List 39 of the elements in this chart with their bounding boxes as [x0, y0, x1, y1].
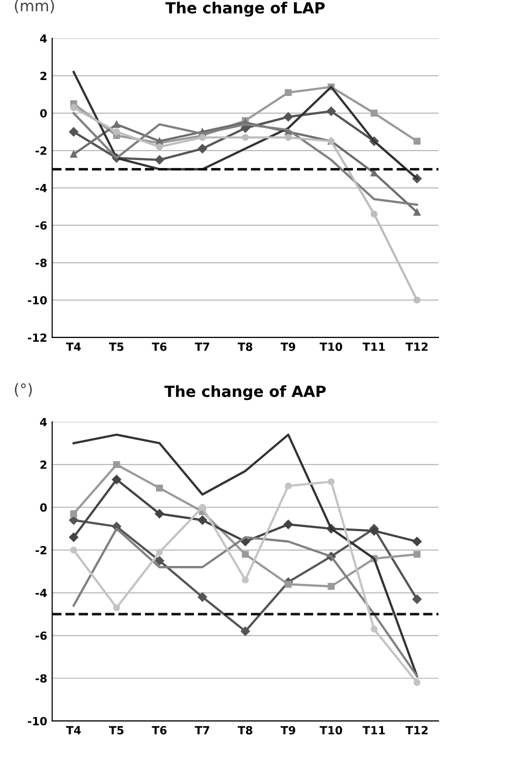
y-tick-label: -2	[36, 146, 46, 155]
y-tick-label: 2	[40, 72, 46, 80]
y-tick-label: -10	[28, 296, 47, 304]
x-tick-label: T9	[280, 342, 296, 351]
x-tick-label: T6	[152, 342, 167, 351]
y-tick-label: 2	[40, 460, 46, 469]
x-tick-label: T12	[406, 726, 428, 734]
y-tick-label: -10	[28, 716, 47, 726]
y-tick-label: -8	[36, 674, 47, 683]
y-axis-title: (°)	[14, 383, 32, 397]
y-tick-label: -6	[36, 632, 47, 640]
chart-title: The change of LAP	[165, 2, 325, 17]
x-tick-label: T12	[406, 342, 428, 351]
x-tick-label: T11	[362, 726, 385, 734]
y-tick-label: -12	[28, 333, 46, 342]
x-tick-label: T8	[238, 726, 252, 734]
x-tick-label: T7	[194, 726, 210, 734]
x-tick-label: T4	[66, 342, 81, 351]
x-tick-label: T10	[320, 726, 342, 734]
x-tick-label: T4	[66, 726, 81, 734]
y-tick-label: -4	[36, 184, 47, 192]
x-tick-label: T5	[108, 342, 124, 351]
y-axis-title: (mm)	[14, 0, 54, 14]
x-tick-label: T11	[362, 342, 385, 351]
x-tick-label: T5	[108, 726, 124, 734]
y-tick-label: 0	[40, 503, 47, 512]
y-tick-label: -4	[36, 588, 47, 598]
y-tick-label: 4	[40, 418, 47, 426]
chart-title: The change of AAP	[164, 385, 326, 400]
y-tick-label: -6	[36, 221, 47, 230]
x-tick-label: T9	[280, 726, 296, 734]
y-tick-label: -8	[36, 258, 47, 268]
x-tick-label: T6	[152, 726, 167, 734]
y-tick-label: -2	[36, 546, 46, 554]
y-tick-label: 4	[40, 34, 47, 43]
x-tick-label: T8	[238, 342, 252, 351]
x-tick-label: T10	[320, 342, 342, 351]
x-tick-label: T7	[194, 342, 210, 351]
y-tick-label: 0	[40, 109, 47, 118]
